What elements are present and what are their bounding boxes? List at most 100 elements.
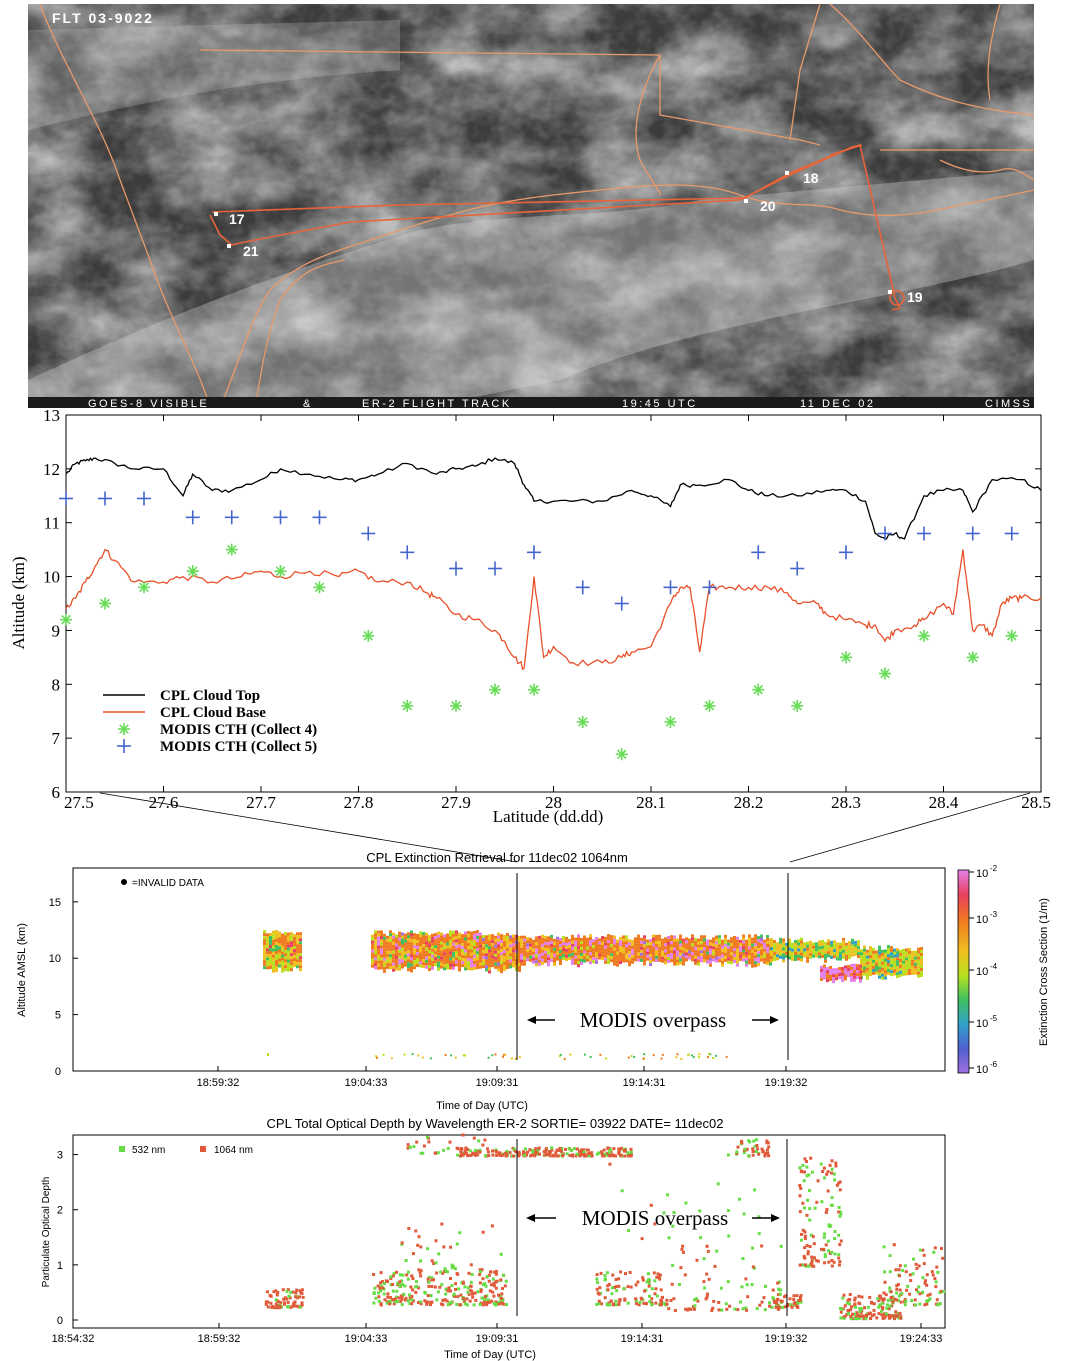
optical-depth-point xyxy=(435,1271,439,1275)
extinction-cell xyxy=(697,947,700,951)
extinction-cell xyxy=(553,953,556,957)
optical-depth-point xyxy=(830,1264,834,1268)
extinction-cell xyxy=(506,933,509,937)
extinction-cell xyxy=(500,958,503,962)
extinction-cell xyxy=(715,950,718,954)
optical-depth-point xyxy=(491,1290,495,1294)
extinction-cell xyxy=(661,950,664,954)
collect4-point xyxy=(664,715,677,728)
optical-depth-point xyxy=(659,1298,663,1302)
x-axis-label: Latitude (dd.dd) xyxy=(493,807,603,826)
extinction-cell xyxy=(745,957,748,961)
extinction-cell xyxy=(476,930,479,934)
extinction-cell xyxy=(670,944,673,948)
optical-depth-point xyxy=(693,1304,697,1308)
extinction-cell xyxy=(757,948,760,952)
extinction-cell xyxy=(458,932,461,936)
optical-depth-point xyxy=(805,1244,809,1248)
optical-depth-point xyxy=(464,1146,468,1150)
optical-depth-point xyxy=(450,1284,454,1288)
footer-source: GOES-8 VISIBLE xyxy=(88,398,209,410)
extinction-cell xyxy=(706,1056,709,1059)
optical-depth-point xyxy=(747,1154,751,1158)
extinction-cell xyxy=(655,946,658,950)
extinction-cell xyxy=(652,1054,655,1057)
extinction-cell xyxy=(449,966,452,970)
extinction-cell xyxy=(263,942,266,946)
optical-depth-point xyxy=(269,1301,273,1305)
optical-depth-point xyxy=(445,1299,449,1303)
optical-depth-point xyxy=(760,1244,764,1248)
extinction-cell xyxy=(899,949,902,953)
optical-depth-point xyxy=(824,1211,828,1214)
optical-depth-point xyxy=(403,1284,407,1288)
extinction-cell xyxy=(383,951,386,955)
extinction-cell xyxy=(428,959,431,963)
extinction-cell xyxy=(506,939,509,943)
optical-depth-point xyxy=(379,1281,383,1285)
extinction-cell xyxy=(395,955,398,959)
extinction-cell xyxy=(760,940,763,944)
optical-depth-point xyxy=(626,1285,630,1289)
extinction-cell xyxy=(583,944,586,948)
extinction-cell xyxy=(667,960,670,964)
extinction-cell xyxy=(829,965,832,969)
extinction-cell xyxy=(751,949,754,953)
extinction-cell xyxy=(458,935,461,939)
extinction-cell xyxy=(532,948,535,952)
optical-depth-point xyxy=(419,1302,423,1306)
extinction-cell xyxy=(622,956,625,960)
extinction-cell xyxy=(434,948,437,952)
extinction-cell xyxy=(583,959,586,963)
extinction-cell xyxy=(440,938,443,942)
extinction-cell xyxy=(506,960,509,964)
extinction-cell xyxy=(398,943,401,947)
extinction-cell xyxy=(598,950,601,954)
optical-depth-point xyxy=(479,1270,482,1274)
extinction-cell xyxy=(455,930,458,934)
optical-depth-point xyxy=(442,1148,446,1152)
extinction-cell xyxy=(673,938,676,942)
extinction-cell xyxy=(631,939,634,943)
extinction-cell xyxy=(899,961,902,965)
optical-depth-point xyxy=(842,1316,846,1320)
y-tick-label: 3 xyxy=(57,1150,63,1162)
optical-depth-point xyxy=(720,1308,724,1312)
extinction-cell xyxy=(673,944,676,948)
extinction-cell xyxy=(266,948,269,952)
extinction-cell xyxy=(458,947,461,951)
optical-depth-point xyxy=(379,1284,383,1288)
optical-depth-point xyxy=(533,1154,537,1158)
optical-depth-point xyxy=(799,1300,803,1304)
optical-depth-point xyxy=(626,1151,630,1155)
optical-depth-point xyxy=(667,1307,671,1311)
extinction-cell xyxy=(565,936,568,940)
extinction-cell xyxy=(643,938,646,942)
extinction-cell xyxy=(679,940,682,944)
extinction-cell xyxy=(604,945,607,949)
extinction-cell xyxy=(676,950,679,954)
extinction-cell xyxy=(875,953,878,957)
extinction-cell xyxy=(275,968,278,972)
extinction-cell xyxy=(380,948,383,952)
optical-depth-point xyxy=(940,1289,943,1293)
extinction-cell xyxy=(556,948,559,952)
extinction-cell xyxy=(619,946,622,950)
extinction-cell xyxy=(401,932,404,936)
extinction-cell xyxy=(782,938,785,942)
extinction-cell xyxy=(664,937,667,941)
optical-depth-point xyxy=(825,1172,829,1176)
optical-depth-point xyxy=(283,1302,286,1306)
extinction-cell xyxy=(437,946,440,950)
collect5-point xyxy=(449,561,463,576)
extinction-cell xyxy=(658,946,661,950)
extinction-cell xyxy=(485,968,488,972)
extinction-cell xyxy=(709,939,712,943)
optical-depth-point xyxy=(832,1172,836,1176)
extinction-cell xyxy=(655,952,658,956)
extinction-cell xyxy=(902,957,905,961)
extinction-cell xyxy=(890,955,893,959)
extinction-cell xyxy=(730,937,733,941)
extinction-cell xyxy=(709,951,712,955)
extinction-cell xyxy=(422,944,425,948)
